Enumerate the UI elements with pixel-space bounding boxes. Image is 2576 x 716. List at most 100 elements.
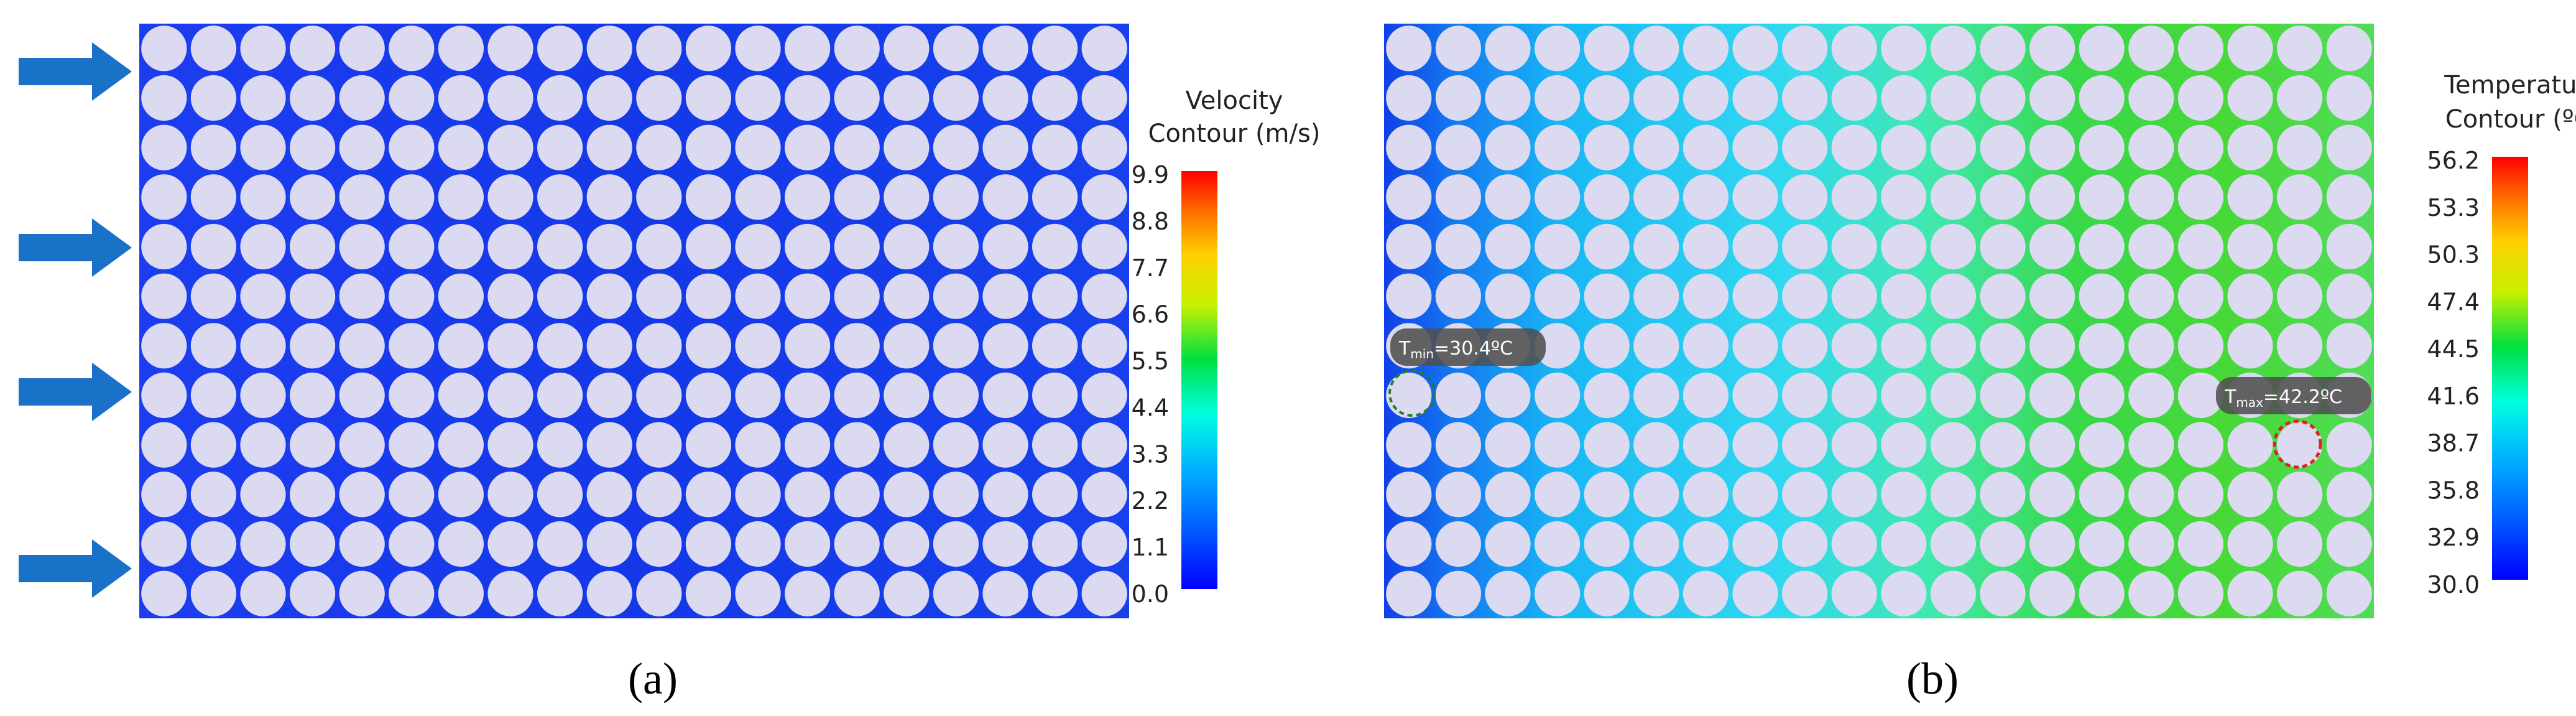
battery-cell (685, 472, 731, 518)
battery-cell (1633, 521, 1679, 567)
colorbar-tick-label: 30.0 (2427, 571, 2480, 598)
battery-cell (1081, 472, 1127, 518)
battery-cell (1930, 521, 1976, 567)
battery-cell (1831, 75, 1877, 121)
battery-cell (339, 422, 385, 468)
battery-cell (537, 472, 583, 518)
battery-cell (636, 273, 682, 319)
battery-cell (1584, 273, 1630, 319)
battery-cell (1732, 422, 1778, 468)
panel-caption-a: (a) (628, 654, 678, 704)
battery-cell (438, 223, 484, 270)
battery-cell (982, 273, 1028, 319)
battery-cell (2128, 372, 2174, 419)
colorbar-tick-label: 2.2 (1132, 487, 1169, 514)
battery-cell (438, 472, 484, 518)
battery-cell (537, 75, 583, 121)
battery-cell (735, 372, 781, 419)
battery-cell (1782, 26, 1828, 72)
battery-cell (1535, 273, 1581, 319)
battery-cell (1633, 124, 1679, 170)
battery-cell (1081, 26, 1127, 72)
velocity-field (139, 24, 1129, 618)
battery-cell (2079, 273, 2125, 319)
battery-cell (2029, 472, 2075, 518)
battery-cell (982, 472, 1028, 518)
battery-cell (1782, 323, 1828, 369)
battery-cell (537, 323, 583, 369)
battery-cell (785, 422, 831, 468)
battery-cell (141, 422, 187, 468)
battery-cell (190, 273, 236, 319)
battery-cell (2128, 174, 2174, 220)
battery-cell (339, 223, 385, 270)
battery-cell (2277, 75, 2323, 121)
battery-cell (2227, 223, 2273, 270)
battery-cell (2128, 521, 2174, 567)
battery-cell (884, 26, 930, 72)
battery-cell (1782, 570, 1828, 616)
battery-cell (1633, 422, 1679, 468)
battery-cell (1032, 570, 1078, 616)
battery-cell (685, 422, 731, 468)
battery-cell (1683, 124, 1729, 170)
battery-cell (685, 75, 731, 121)
battery-cell (1535, 472, 1581, 518)
battery-cell (1032, 323, 1078, 369)
battery-cell (834, 223, 880, 270)
battery-cell (2227, 273, 2273, 319)
battery-cell (1831, 472, 1877, 518)
battery-cell (1435, 75, 1481, 121)
battery-cell (487, 372, 533, 419)
battery-cell (2326, 570, 2372, 616)
battery-cell (2029, 521, 2075, 567)
battery-cell (586, 422, 632, 468)
battery-cell (1980, 273, 2026, 319)
battery-cell (290, 174, 336, 220)
battery-cell (884, 323, 930, 369)
battery-cell (884, 372, 930, 419)
battery-cell (1535, 372, 1581, 419)
battery-cell (586, 323, 632, 369)
battery-cell (487, 26, 533, 72)
battery-cell (982, 124, 1028, 170)
battery-cell (834, 372, 880, 419)
battery-cell (1633, 223, 1679, 270)
battery-cell (438, 26, 484, 72)
battery-cell (2277, 26, 2323, 72)
battery-cell (1930, 273, 1976, 319)
tmax-cell-marker (2273, 419, 2322, 469)
battery-cell (2128, 273, 2174, 319)
battery-cell (1980, 422, 2026, 468)
battery-cell (1081, 521, 1127, 567)
battery-cell (1980, 372, 2026, 419)
battery-cell (2227, 422, 2273, 468)
battery-cell (1683, 174, 1729, 220)
battery-cell (339, 372, 385, 419)
battery-cell (1782, 75, 1828, 121)
battery-cell (2277, 273, 2323, 319)
battery-cell (240, 521, 286, 567)
velocity-colorbar (1181, 171, 1217, 589)
battery-cell (1732, 372, 1778, 419)
battery-cell (1732, 570, 1778, 616)
battery-cell (1032, 472, 1078, 518)
battery-cell (190, 124, 236, 170)
battery-cell (1881, 26, 1927, 72)
battery-cell (636, 422, 682, 468)
battery-cell (2029, 422, 2075, 468)
battery-cell (586, 174, 632, 220)
battery-cell (1584, 570, 1630, 616)
battery-cell (141, 273, 187, 319)
battery-cell (2277, 570, 2323, 616)
battery-cell (1435, 124, 1481, 170)
battery-cell (2326, 75, 2372, 121)
battery-cell (2079, 124, 2125, 170)
battery-cell (2128, 124, 2174, 170)
battery-cell (2177, 323, 2223, 369)
battery-cell (785, 26, 831, 72)
battery-cell (1584, 174, 1630, 220)
tmax-label: Tmax=42.2ºC (2224, 386, 2342, 410)
inflow-arrow (19, 363, 132, 421)
